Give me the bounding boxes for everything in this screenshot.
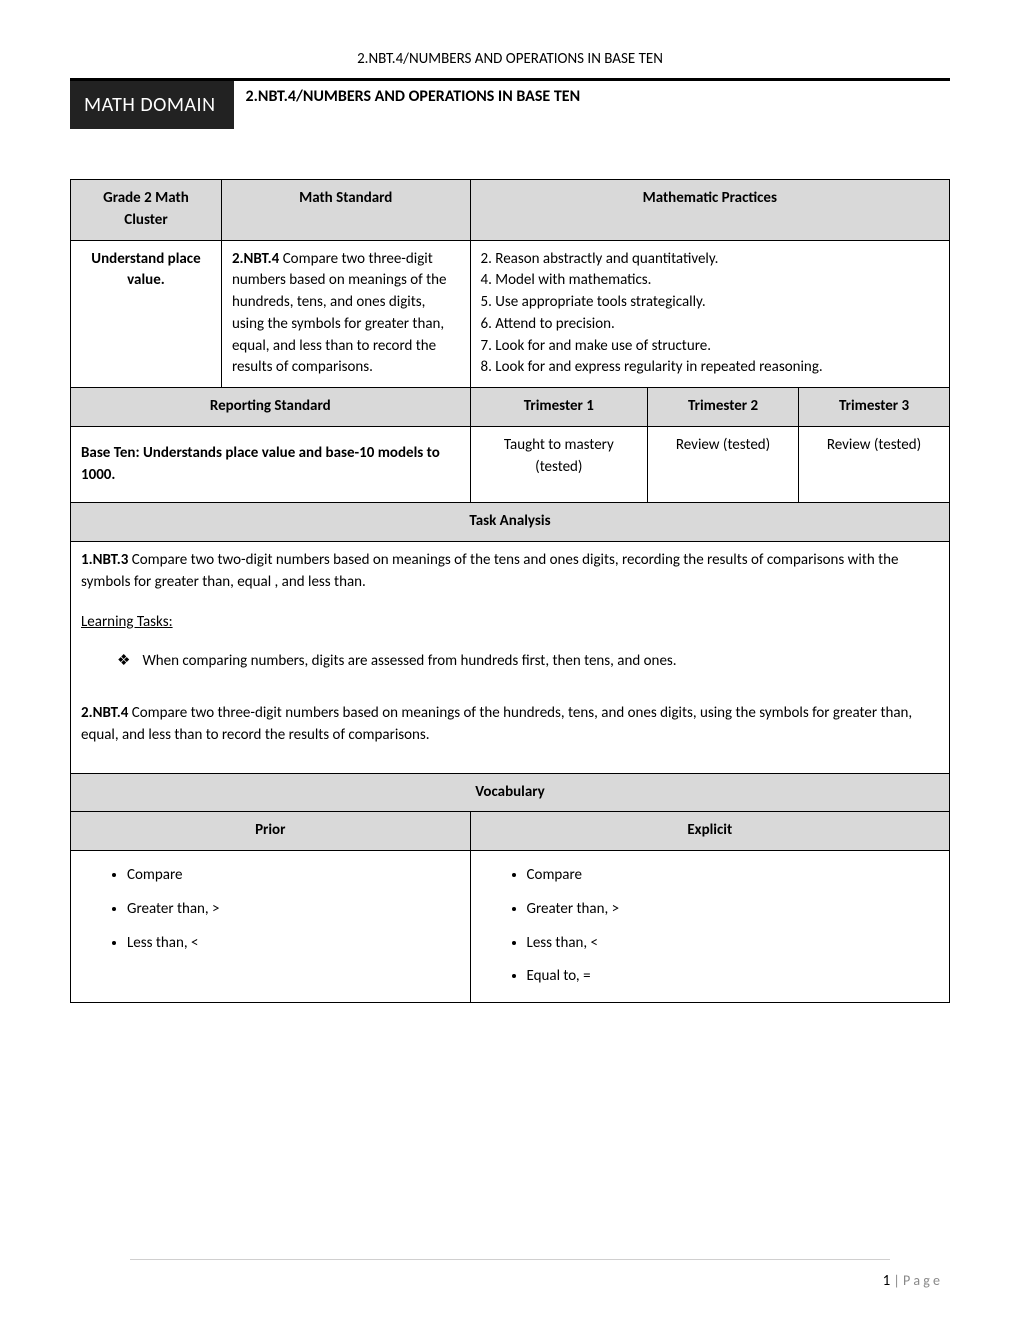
reporting-cell: Base Ten: Understands place value and ba… [71,426,471,503]
practice-item: 5. Use appropriate tools strategically. [481,292,939,314]
learning-tasks-list: When comparing numbers, digits are asses… [81,651,939,673]
prior-header: Prior [71,812,471,851]
practices-cell: 2. Reason abstractly and quantitatively.… [470,240,949,388]
reporting-header: Reporting Standard [71,388,471,427]
trimester3-cell: Review (tested) [799,426,950,503]
task-p2-code: 2.NBT.4 [81,704,128,722]
explicit-cell: Compare Greater than, > Less than, < Equ… [470,851,949,1003]
explicit-list: Compare Greater than, > Less than, < Equ… [481,859,939,994]
col-practices-header: Mathematic Practices [470,180,949,241]
trimester1-header: Trimester 1 [470,388,648,427]
practice-item: 7. Look for and make use of structure. [481,336,939,358]
trimester2-header: Trimester 2 [648,388,799,427]
practice-item: 4. Model with mathematics. [481,270,939,292]
trimester1-cell: Taught to mastery (tested) [470,426,648,503]
practice-item: 6. Attend to precision. [481,314,939,336]
vocab-item: Compare [127,859,460,893]
domain-bar: MATH DOMAIN 2.NBT.4/NUMBERS AND OPERATIO… [70,78,950,129]
trimester3-header: Trimester 3 [799,388,950,427]
task-p1-text: Compare two two-digit numbers based on m… [81,551,899,591]
domain-title: 2.NBT.4/NUMBERS AND OPERATIONS IN BASE T… [234,81,581,129]
trimester2-cell: Review (tested) [648,426,799,503]
running-header: 2.NBT.4/NUMBERS AND OPERATIONS IN BASE T… [70,50,950,72]
footer-rule [130,1259,890,1260]
standards-table: Grade 2 Math Cluster Math Standard Mathe… [70,179,950,1003]
vocabulary-header: Vocabulary [71,773,950,812]
task-p1-code: 1.NBT.3 [81,551,128,569]
vocab-item: Less than, < [127,927,460,961]
task-p1: 1.NBT.3 Compare two two-digit numbers ba… [81,550,939,594]
practice-item: 2. Reason abstractly and quantitatively. [481,249,939,271]
standard-code: 2.NBT.4 [232,250,279,268]
vocab-item: Equal to, = [527,960,939,994]
prior-cell: Compare Greater than, > Less than, < [71,851,471,1003]
explicit-header: Explicit [470,812,949,851]
cluster-cell: Understand place value. [71,240,222,388]
task-analysis-header: Task Analysis [71,503,950,542]
learning-tasks-label: Learning Tasks: [81,612,939,634]
learning-task-item: When comparing numbers, digits are asses… [117,651,939,673]
vocab-item: Less than, < [527,927,939,961]
task-p2: 2.NBT.4 Compare two three-digit numbers … [81,703,939,747]
col-standard-header: Math Standard [221,180,470,241]
standard-text: Compare two three-digit numbers based on… [232,250,447,377]
task-p2-text: Compare two three-digit numbers based on… [81,704,912,744]
footer-word: P a g e [903,1272,940,1289]
page-footer: 1 | P a g e [883,1272,940,1290]
vocab-item: Greater than, > [127,893,460,927]
vocab-item: Compare [527,859,939,893]
practice-item: 8. Look for and express regularity in re… [481,357,939,379]
standard-cell: 2.NBT.4 Compare two three-digit numbers … [221,240,470,388]
domain-label: MATH DOMAIN [70,81,234,129]
footer-sep: | [890,1272,903,1289]
vocab-item: Greater than, > [527,893,939,927]
col-cluster-header: Grade 2 Math Cluster [71,180,222,241]
task-analysis-body: 1.NBT.3 Compare two two-digit numbers ba… [71,542,950,774]
prior-list: Compare Greater than, > Less than, < [81,859,460,960]
